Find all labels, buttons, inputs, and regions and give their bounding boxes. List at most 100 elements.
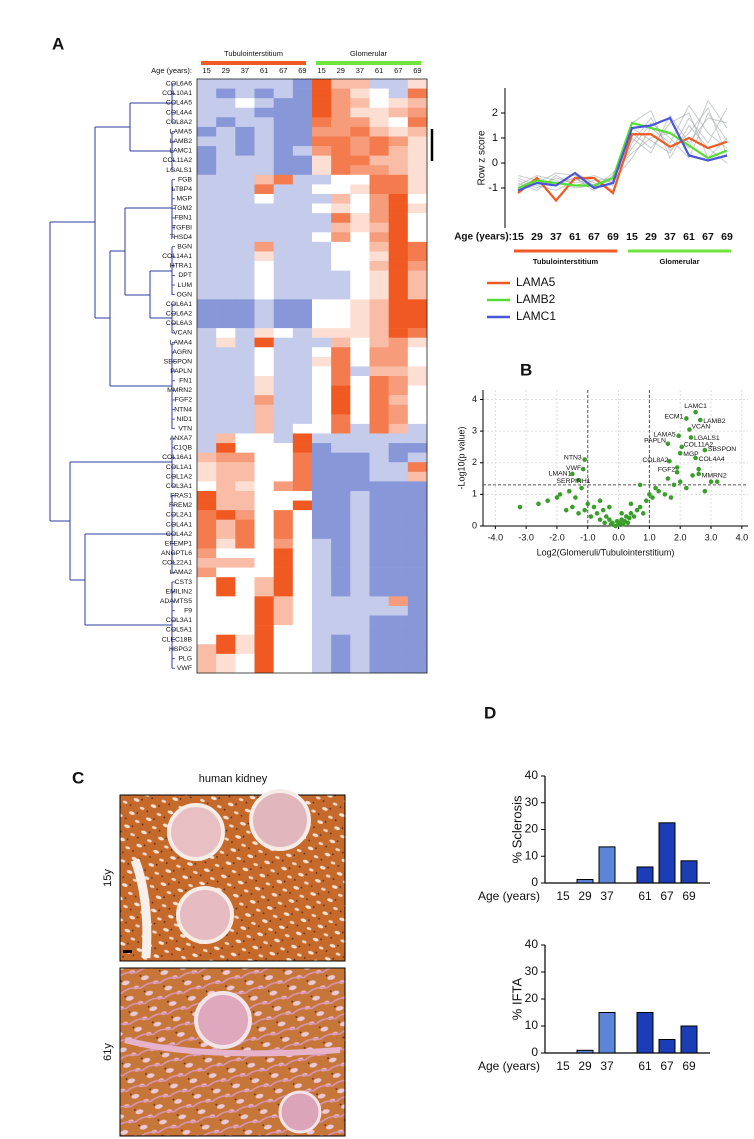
heatmap-cell [197, 577, 217, 588]
heatmap-cell [254, 538, 274, 549]
heatmap-cell [235, 251, 255, 262]
heatmap-cell [388, 328, 409, 338]
heatmap-cell [273, 376, 294, 386]
heatmap-cell [407, 270, 428, 281]
heatmap-cell [254, 270, 274, 281]
row-label: COL4A1 [166, 521, 192, 528]
point [674, 465, 680, 470]
heatmap-cell [388, 548, 409, 559]
heatmap-cell [292, 184, 313, 195]
heatmap-cell [292, 337, 313, 348]
column-label: 15 [317, 66, 325, 75]
heatmap-cell [197, 280, 217, 291]
heatmap-cell [388, 625, 409, 635]
heatmap-cell [369, 213, 389, 224]
heatmap-cell [235, 289, 255, 300]
heatmap-cell [197, 567, 217, 578]
heatmap-cell [197, 404, 217, 415]
heatmap-cell [273, 519, 294, 530]
x-tick-label: 15 [556, 889, 570, 903]
heatmap-cell [407, 193, 428, 204]
point [591, 504, 597, 510]
heatmap-cell [388, 337, 409, 348]
heatmap-cell [197, 443, 217, 453]
heatmap-cell [312, 538, 332, 549]
heatmap-cell [312, 653, 332, 664]
y-tick-label: 40 [525, 937, 539, 951]
x-axis-label: Log2(Glomeruli/Tubulointerstitium) [537, 547, 675, 557]
heatmap-cell [331, 414, 351, 425]
heatmap-cell [407, 299, 428, 310]
heatmap-cell [388, 174, 409, 185]
column-label: 15 [202, 66, 210, 75]
heatmap-cell [273, 500, 294, 511]
heatmap-cell [388, 193, 409, 204]
heatmap-cell [254, 174, 274, 185]
heatmap-cell [235, 107, 255, 118]
point [576, 477, 581, 483]
heatmap-cell [197, 107, 217, 118]
point [693, 409, 698, 415]
heatmap-cell [388, 308, 409, 319]
heatmap-cell [216, 625, 236, 635]
y-tick-label: 1 [492, 132, 498, 144]
heatmap-cell [407, 404, 428, 415]
point [650, 495, 655, 500]
heatmap-cell [292, 615, 313, 626]
heatmap-cell [331, 174, 351, 185]
heatmap-cell [254, 625, 274, 635]
heatmap-cell [292, 663, 313, 674]
heatmap-cell [197, 538, 217, 549]
point-label: SERPINH1 [557, 478, 591, 485]
heatmap-cell [350, 644, 370, 655]
heatmap-cell [369, 625, 389, 635]
heatmap-cell [235, 328, 255, 338]
heatmap-cell [216, 193, 236, 204]
point [688, 435, 694, 440]
heatmap-cell [407, 567, 428, 578]
heatmap-cell [292, 328, 313, 338]
heatmap-cell [235, 174, 255, 185]
heatmap-cell [273, 395, 294, 406]
y-tick-label: 40 [525, 768, 539, 782]
heatmap-cell [292, 308, 313, 319]
heatmap-cell [216, 443, 236, 453]
heatmap-cell [331, 251, 351, 262]
point [597, 517, 603, 522]
heatmap-cell [369, 490, 389, 501]
heatmap-cell [407, 634, 428, 645]
heatmap-cell [254, 165, 274, 176]
heatmap-cell [216, 586, 236, 597]
heatmap-cell [312, 433, 332, 444]
heatmap-cell [369, 596, 389, 607]
point [702, 447, 708, 453]
group-label: Tubulointerstitium [224, 49, 283, 58]
heatmap-cell [331, 126, 351, 137]
heatmap-cell [369, 184, 389, 195]
heatmap-cell [197, 385, 217, 396]
x-tick-label: 37 [550, 231, 562, 243]
heatmap-cell [350, 490, 370, 501]
point-label: MGP [683, 451, 699, 458]
heatmap-cell [312, 251, 332, 262]
heatmap-cell [273, 136, 294, 147]
panel-label: C [72, 768, 84, 787]
heatmap-cell [197, 251, 217, 262]
heatmap-cell [407, 88, 428, 99]
heatmap-cell [312, 347, 332, 358]
heatmap-cell [254, 634, 274, 645]
heatmap-cell [331, 155, 351, 166]
heatmap-cell [331, 222, 351, 233]
heatmap-cell [216, 203, 236, 214]
heatmap-cell [407, 146, 428, 156]
heatmap-cell [197, 184, 217, 195]
heatmap-cell [273, 79, 294, 89]
row-label: COL11A2 [163, 157, 193, 164]
heatmap-cell [254, 117, 274, 128]
heatmap-cell [216, 136, 236, 147]
heatmap-cell [292, 165, 313, 176]
x-tick-label: 67 [660, 1059, 674, 1073]
heatmap-cell [331, 481, 351, 492]
heatmap-cell [292, 318, 313, 329]
heatmap-cell [388, 136, 409, 147]
